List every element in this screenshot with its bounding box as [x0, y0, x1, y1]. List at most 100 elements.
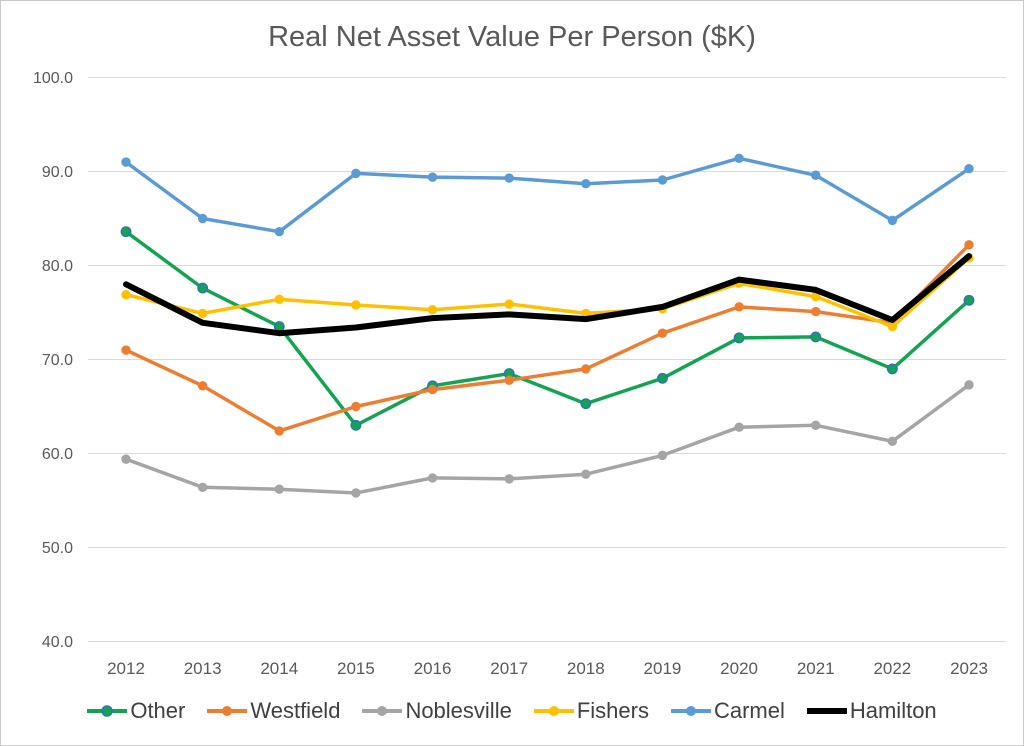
marker-other-2012 — [120, 226, 132, 238]
marker-carmel-2019 — [657, 175, 668, 185]
x-tick-label-2018: 2018 — [567, 659, 605, 678]
legend-marker-other — [101, 705, 114, 717]
marker-fishers-2016 — [427, 304, 438, 315]
marker-other-2022 — [886, 363, 898, 375]
marker-westfield-2019 — [657, 328, 668, 338]
legend-marker-westfield — [222, 706, 233, 716]
y-tick-label-90: 90.0 — [42, 164, 73, 181]
x-tick-label-2021: 2021 — [797, 659, 835, 678]
x-tick-label-2017: 2017 — [490, 659, 528, 678]
marker-westfield-2021 — [811, 306, 821, 317]
marker-westfield-2018 — [581, 364, 591, 374]
marker-other-2023 — [963, 294, 975, 306]
x-tick-label-2023: 2023 — [950, 659, 988, 678]
marker-noblesville-2014 — [274, 484, 284, 494]
marker-noblesville-2023 — [964, 380, 974, 390]
legend-label-other: Other — [130, 698, 186, 723]
y-tick-label-100: 100.0 — [33, 70, 73, 87]
x-tick-label-2022: 2022 — [873, 659, 911, 678]
marker-carmel-2017 — [504, 173, 514, 183]
marker-other-2019 — [657, 372, 668, 384]
legend-item-hamilton: Hamilton — [806, 698, 937, 724]
marker-other-2018 — [580, 398, 592, 410]
legend-item-noblesville: Noblesville — [362, 698, 512, 724]
legend-item-other: Other — [87, 698, 185, 724]
marker-fishers-2022 — [887, 321, 898, 332]
x-tick-label-2019: 2019 — [644, 659, 682, 678]
x-tick-label-2015: 2015 — [337, 659, 375, 678]
marker-other-2020 — [733, 332, 745, 344]
legend-item-fishers: Fishers — [533, 698, 649, 724]
y-tick-label-40: 40.0 — [42, 634, 73, 651]
marker-westfield-2017 — [504, 375, 514, 385]
series-line-fishers — [124, 256, 971, 329]
marker-carmel-2013 — [197, 213, 208, 224]
marker-noblesville-2018 — [581, 469, 591, 479]
marker-noblesville-2019 — [657, 450, 668, 461]
marker-other-2015 — [350, 419, 362, 431]
x-tick-label-2013: 2013 — [184, 659, 222, 678]
marker-noblesville-2021 — [811, 420, 821, 430]
series-line-other — [124, 229, 971, 428]
legend-line-icon-westfield — [207, 706, 248, 716]
legend-line-icon-hamilton — [806, 708, 847, 714]
legend-line-icon-noblesville — [362, 706, 403, 716]
marker-noblesville-2013 — [197, 482, 208, 493]
marker-carmel-2015 — [351, 168, 361, 179]
marker-westfield-2012 — [121, 345, 131, 355]
legend-line-icon-other — [87, 705, 128, 717]
marker-carmel-2012 — [121, 157, 131, 167]
x-tick-label-2014: 2014 — [260, 659, 298, 678]
legend-marker-carmel — [685, 706, 696, 716]
legend-item-carmel: Carmel — [670, 698, 785, 724]
marker-noblesville-2022 — [887, 436, 898, 446]
marker-westfield-2013 — [197, 381, 208, 391]
legend-label-carmel: Carmel — [713, 698, 785, 723]
marker-fishers-2015 — [351, 300, 361, 310]
y-tick-label-70: 70.0 — [42, 352, 73, 369]
marker-fishers-2013 — [197, 308, 208, 319]
marker-fishers-2017 — [504, 299, 514, 309]
marker-carmel-2016 — [427, 172, 438, 182]
legend-label-westfield: Westfield — [250, 698, 341, 723]
marker-other-2013 — [197, 282, 209, 294]
marker-noblesville-2015 — [351, 488, 361, 498]
marker-noblesville-2017 — [504, 474, 514, 484]
marker-carmel-2023 — [964, 163, 974, 174]
legend-label-noblesville: Noblesville — [405, 698, 512, 723]
legend-label-hamilton: Hamilton — [849, 698, 937, 723]
chart-legend: Other Westfield Noblesville Fishers Carmel Ha… — [1, 698, 1023, 724]
chart-title: Real Net Asset Value Per Person ($K) — [268, 21, 756, 53]
marker-noblesville-2012 — [121, 454, 131, 464]
series-line-westfield — [124, 243, 971, 433]
marker-westfield-2020 — [734, 302, 744, 312]
legend-marker-fishers — [548, 706, 559, 716]
marker-carmel-2021 — [811, 170, 821, 180]
y-tick-label-60: 60.0 — [42, 446, 73, 463]
marker-fishers-2012 — [121, 289, 131, 300]
series-line-noblesville — [124, 383, 971, 495]
legend-item-westfield: Westfield — [207, 698, 340, 724]
marker-noblesville-2016 — [427, 473, 438, 483]
marker-westfield-2016 — [427, 384, 438, 395]
series-line-carmel — [124, 156, 971, 234]
marker-other-2021 — [810, 331, 822, 343]
marker-westfield-2014 — [274, 426, 284, 436]
marker-westfield-2023 — [964, 240, 974, 250]
marker-westfield-2015 — [351, 401, 361, 412]
legend-label-fishers: Fishers — [576, 698, 649, 723]
y-tick-label-50: 50.0 — [42, 540, 73, 557]
x-tick-label-2016: 2016 — [414, 659, 452, 678]
x-tick-label-2012: 2012 — [107, 659, 145, 678]
legend-marker-noblesville — [377, 706, 388, 716]
series-line-hamilton — [123, 253, 972, 337]
y-tick-label-80: 80.0 — [42, 258, 73, 275]
legend-line-icon-fishers — [533, 706, 574, 716]
marker-noblesville-2020 — [734, 422, 744, 432]
marker-carmel-2014 — [274, 226, 284, 237]
marker-carmel-2020 — [734, 153, 744, 164]
marker-fishers-2014 — [274, 294, 284, 305]
x-tick-label-2020: 2020 — [720, 659, 758, 678]
